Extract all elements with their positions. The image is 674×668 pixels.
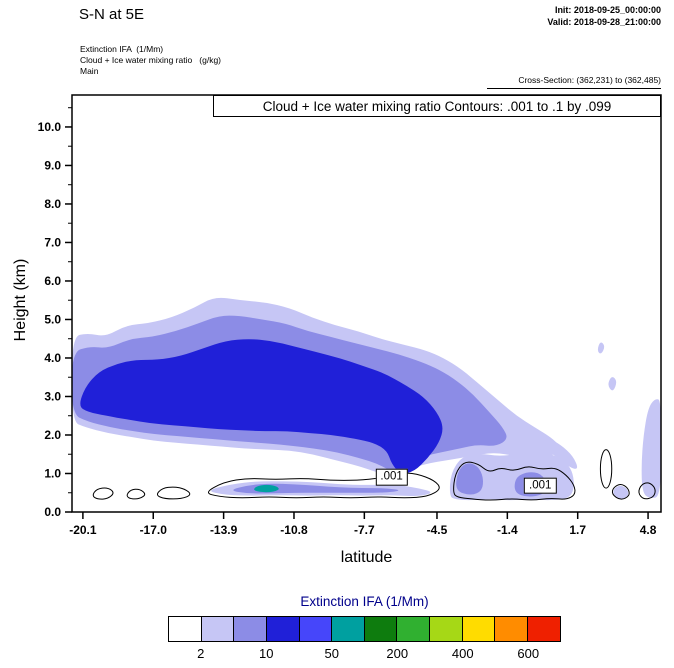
fill-region-tail-pale — [543, 439, 578, 469]
valid-time: Valid: 2018-09-28_21:00:00 — [547, 16, 661, 27]
x-tick-label: -13.9 — [210, 523, 238, 537]
y-axis-label: Height (km) — [12, 258, 29, 342]
colorbar-cell-0 — [168, 616, 203, 642]
colorbar-cell-6 — [363, 616, 398, 642]
x-tick-label: 4.8 — [640, 523, 657, 537]
y-tick-label: 3.0 — [44, 389, 61, 403]
colorbar-cell-5 — [331, 616, 366, 642]
field-line-mixing-ratio: Cloud + Ice water mixing ratio (g/kg) — [80, 55, 222, 66]
x-tick-label: -4.5 — [427, 523, 448, 537]
y-tick-label: 7.0 — [44, 235, 61, 249]
model-times: Init: 2018-09-25_00:00:00 Valid: 2018-09… — [547, 5, 661, 28]
colorbar-cell-11 — [527, 616, 562, 642]
colorbar-tick-label: 10 — [259, 646, 274, 661]
colorbar-cell-3 — [265, 616, 300, 642]
colorbar-tick-label: 200 — [386, 646, 409, 661]
contour-info-box: Cloud + Ice water mixing ratio Contours:… — [213, 95, 661, 117]
x-tick-label: 1.7 — [569, 523, 586, 537]
x-tick-label: -17.0 — [140, 523, 168, 537]
colorbar-cell-4 — [298, 616, 333, 642]
field-descriptions: Extinction IFA (1/Mm) Cloud + Ice water … — [80, 44, 221, 77]
colorbar-cell-1 — [200, 616, 235, 642]
fill-region-low-pale-spot — [613, 485, 629, 499]
init-time: Init: 2018-09-25_00:00:00 — [554, 5, 661, 15]
y-tick-label: 1.0 — [44, 466, 61, 480]
colorbar-cell-9 — [461, 616, 496, 642]
page-title: S-N at 5E — [79, 6, 145, 23]
y-tick-label: 10.0 — [38, 120, 62, 134]
field-line-domain: Main — [80, 66, 99, 77]
contour-fill-layer — [72, 297, 661, 501]
fill-region-pale-spot-a — [608, 377, 617, 391]
contour-line-2 — [156, 486, 191, 500]
colorbar-tick-label: 2 — [197, 646, 205, 661]
colorbar-cell-7 — [396, 616, 431, 642]
contour-line-4 — [453, 461, 576, 501]
x-tick-label: -7.7 — [354, 523, 375, 537]
cross-section-coords: Cross-Section: (362,231) to (362,485) — [518, 75, 661, 85]
contour-line-5 — [611, 484, 630, 500]
x-tick-label: -20.1 — [69, 523, 97, 537]
x-tick-label: -1.4 — [497, 523, 518, 537]
y-tick-label: 5.0 — [44, 312, 61, 326]
fill-region-main-dark — [80, 339, 443, 474]
contour-line-6 — [638, 482, 656, 500]
fill-region-pale-spot-b — [597, 342, 605, 354]
colorbar-tick-label: 400 — [451, 646, 474, 661]
y-tick-label: 9.0 — [44, 158, 61, 172]
y-tick-label: 4.0 — [44, 351, 61, 365]
contour-value-label: .001 — [375, 469, 408, 486]
x-tick-label: -10.8 — [280, 523, 308, 537]
colorbar-cell-8 — [429, 616, 464, 642]
fill-region-strip-teal — [254, 484, 279, 493]
contour-line-1 — [126, 488, 146, 500]
colorbar-cell-2 — [233, 616, 268, 642]
fill-region-edge-pale-band — [641, 399, 661, 498]
cross-section-rule — [487, 88, 661, 89]
y-tick-label: 0.0 — [44, 505, 61, 519]
contour-line-3 — [208, 472, 440, 499]
colorbar-tick-label: 50 — [324, 646, 339, 661]
field-line-extinction: Extinction IFA (1/Mm) — [80, 44, 164, 54]
fill-region-right-low-mid-a — [456, 463, 484, 495]
y-tick-label: 8.0 — [44, 197, 61, 211]
colorbar-cell-10 — [494, 616, 529, 642]
y-tick-label: 2.0 — [44, 428, 61, 442]
contour-line-0 — [92, 487, 114, 500]
colorbar-title: Extinction IFA (1/Mm) — [300, 594, 429, 609]
x-axis-label: latitude — [340, 549, 393, 566]
contour-ellipse-0 — [599, 449, 613, 489]
colorbar — [168, 616, 562, 642]
y-tick-label: 6.0 — [44, 274, 61, 288]
contour-value-label: .001 — [524, 477, 557, 495]
colorbar-tick-label: 600 — [517, 646, 540, 661]
